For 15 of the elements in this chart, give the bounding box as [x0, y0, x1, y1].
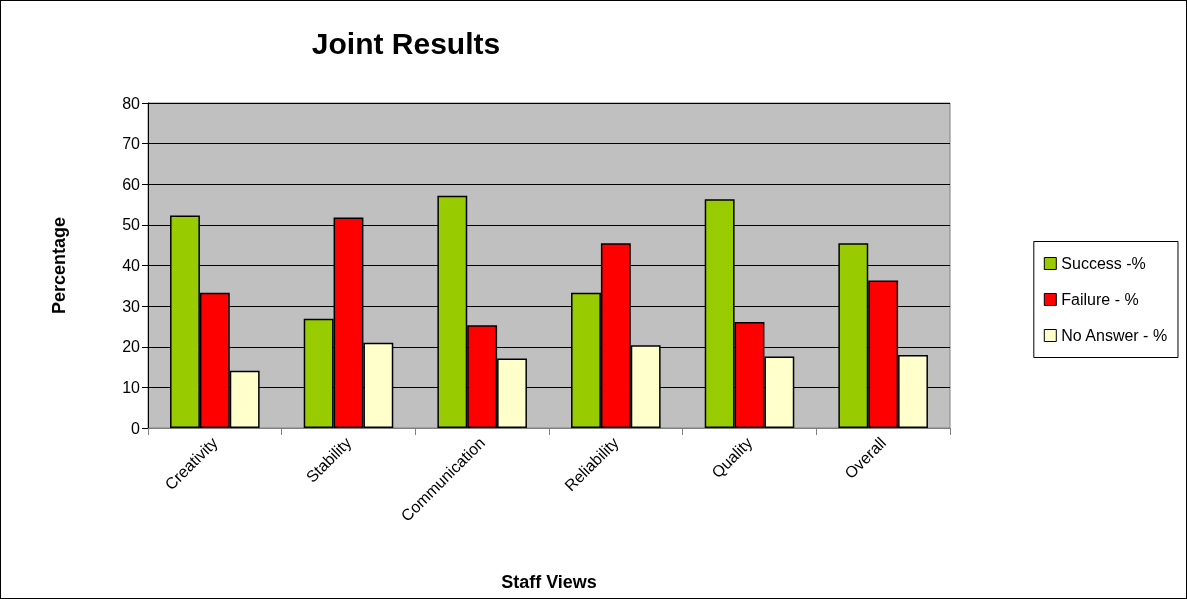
y-tick-label: 10	[122, 378, 141, 396]
y-tick-label: 60	[122, 175, 141, 193]
y-tick-label: 70	[122, 135, 141, 153]
y-tick-label: 50	[122, 216, 141, 234]
legend-label: Success -%	[1061, 255, 1146, 272]
y-tick-label: 80	[122, 94, 141, 112]
y-tick-label: 40	[122, 257, 141, 274]
chart-title: Joint Results	[311, 26, 501, 60]
legend-label: Failure - %	[1061, 291, 1139, 308]
y-tick-label: 0	[131, 419, 141, 437]
y-axis-title: Percentage	[49, 216, 69, 315]
legend-label: No Answer - %	[1061, 327, 1168, 344]
y-tick-label: 20	[122, 338, 141, 356]
x-axis-title: Staff Views	[501, 572, 597, 592]
y-tick-label: 30	[122, 297, 141, 315]
